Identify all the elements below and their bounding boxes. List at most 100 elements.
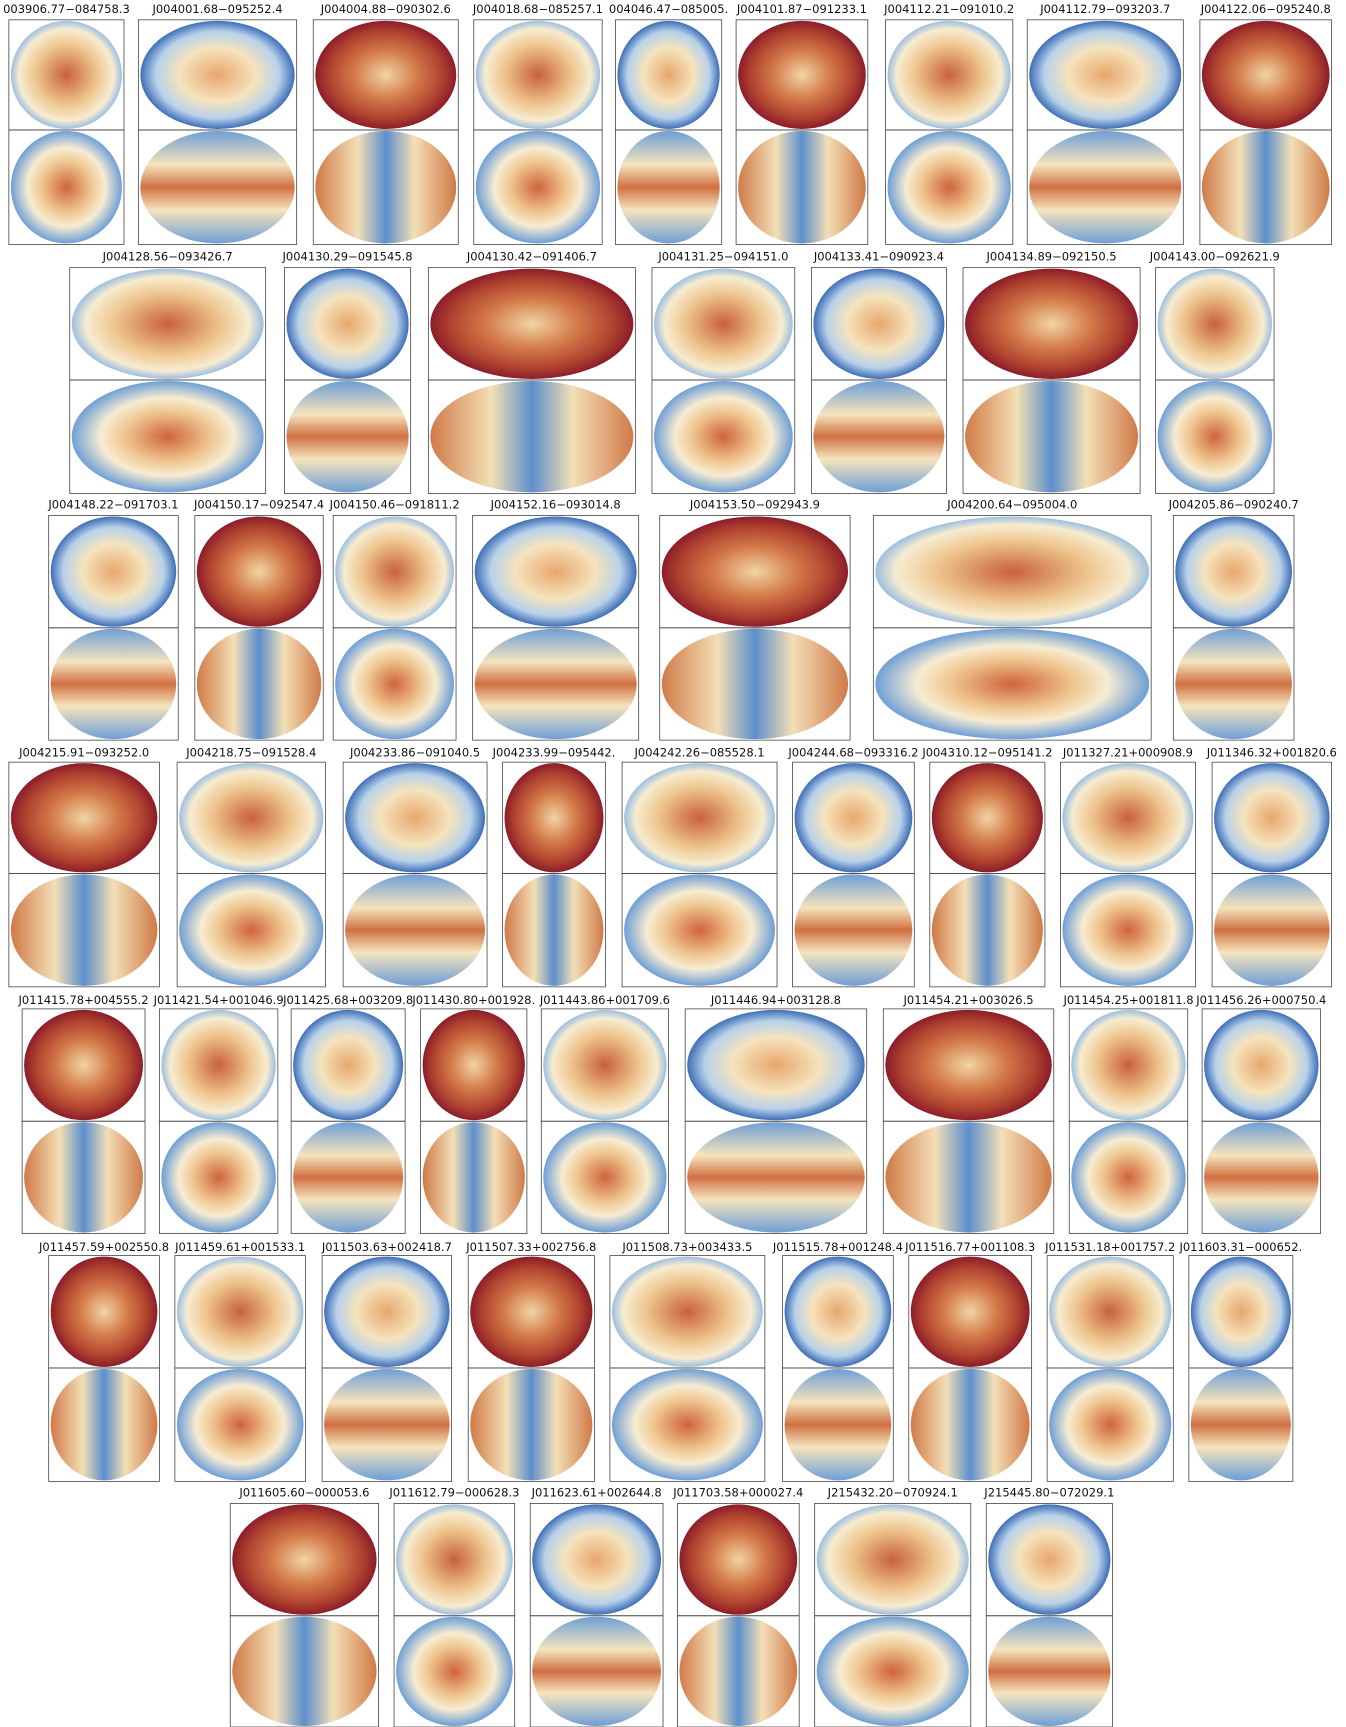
panel-label: J011446.94+003128.8 <box>710 993 841 1007</box>
data-map <box>315 20 457 129</box>
model-map <box>422 1122 525 1233</box>
data-map <box>1175 516 1292 627</box>
model-map <box>885 1122 1052 1233</box>
frame <box>332 627 457 741</box>
data-map <box>345 763 486 873</box>
data-map <box>470 1256 593 1367</box>
model-map <box>345 874 486 986</box>
model-map <box>988 1616 1111 1726</box>
data-map <box>10 763 158 873</box>
model-map <box>794 874 913 986</box>
model-map <box>687 1122 865 1233</box>
frame <box>615 129 723 245</box>
model-map <box>910 1368 1030 1481</box>
frame <box>473 129 603 245</box>
model-map <box>661 628 849 740</box>
panel-label: J011443.86+001709.6 <box>539 993 670 1007</box>
data-map <box>232 1504 377 1615</box>
frame <box>194 627 324 741</box>
frame <box>882 1120 1055 1234</box>
model-map <box>679 1616 798 1726</box>
panel-label: J011703.58+000027.4 <box>672 1485 803 1499</box>
panel-label: J011623.61+002644.8 <box>531 1485 662 1499</box>
model-map <box>176 1368 304 1481</box>
data-map <box>661 516 849 627</box>
model-map <box>1175 628 1292 740</box>
frame <box>782 1367 894 1482</box>
panel-label: J004242.26−085528.1 <box>634 745 765 759</box>
frame <box>814 1615 972 1727</box>
data-map <box>653 268 793 379</box>
data-map <box>422 1009 525 1121</box>
panel-label: J011603.31−000652. <box>1178 1240 1302 1254</box>
panel-label: J004134.89−092150.5 <box>986 250 1117 264</box>
frame <box>540 1120 669 1234</box>
frame <box>467 1367 595 1482</box>
frame <box>229 1615 379 1727</box>
model-map <box>653 380 793 493</box>
frame <box>158 1120 279 1234</box>
data-map <box>176 1256 304 1367</box>
data-map <box>475 20 601 129</box>
data-map <box>875 516 1150 627</box>
data-map <box>196 516 322 627</box>
data-map <box>988 1504 1111 1615</box>
data-map <box>794 763 913 873</box>
panel-label: J011515.78+001248.4 <box>772 1240 903 1254</box>
model-map <box>232 1616 377 1726</box>
frame <box>962 379 1141 494</box>
model-map <box>1071 1122 1186 1233</box>
panel-label: J011454.21+003026.5 <box>902 993 1033 1007</box>
model-map <box>532 1616 662 1726</box>
data-map <box>50 1256 158 1367</box>
frame <box>1188 1367 1294 1482</box>
data-map <box>1029 20 1182 129</box>
panel-label: J004153.50−092943.9 <box>689 497 820 511</box>
data-map <box>1049 1256 1172 1367</box>
model-map <box>470 1368 593 1481</box>
model-map <box>475 130 601 244</box>
model-map <box>543 1122 667 1233</box>
data-map <box>71 268 264 379</box>
data-map <box>687 1009 865 1121</box>
model-map <box>1062 874 1194 986</box>
data-map <box>10 20 122 129</box>
frame <box>609 1367 766 1482</box>
model-map <box>1214 874 1330 986</box>
panel-label: J011456.26+000750.4 <box>1195 993 1326 1007</box>
panel-label: J011508.73+003433.5 <box>621 1240 752 1254</box>
data-map <box>1214 763 1330 873</box>
frame <box>885 129 1014 245</box>
panel-label: J004131.25−094151.0 <box>657 250 788 264</box>
model-map <box>1201 130 1330 244</box>
frame <box>1199 129 1333 245</box>
panel-label: J011415.78+004555.2 <box>18 993 149 1007</box>
model-map <box>10 874 158 986</box>
model-map <box>474 628 637 740</box>
frame <box>48 627 179 741</box>
panel-label: J004233.99−095442. <box>492 745 616 759</box>
panel-label: J011507.33+002756.8 <box>465 1240 596 1254</box>
data-map <box>504 763 604 873</box>
data-map <box>161 1009 276 1121</box>
panel-label: J004112.79−093203.7 <box>1039 2 1170 16</box>
model-map <box>24 1122 144 1233</box>
panel-label: J215445.80−072029.1 <box>983 1485 1114 1499</box>
data-map <box>1190 1256 1291 1367</box>
model-map <box>50 1368 158 1481</box>
frame <box>1046 1367 1174 1482</box>
data-map <box>887 20 1011 129</box>
panel-label: J004018.68−085257.1 <box>472 2 603 16</box>
frame <box>176 873 326 988</box>
frame <box>1068 1120 1189 1234</box>
data-map <box>543 1009 667 1121</box>
data-map <box>1204 1009 1319 1121</box>
data-map <box>624 763 776 873</box>
panel-label: J011516.77+001108.3 <box>904 1240 1035 1254</box>
panel-label: J004244.68−093316.2 <box>787 745 918 759</box>
panel-label: J011421.54+001046.9 <box>153 993 284 1007</box>
panel-label: J011459.61+001533.1 <box>174 1240 305 1254</box>
model-map <box>293 1122 404 1233</box>
model-map <box>286 380 409 493</box>
